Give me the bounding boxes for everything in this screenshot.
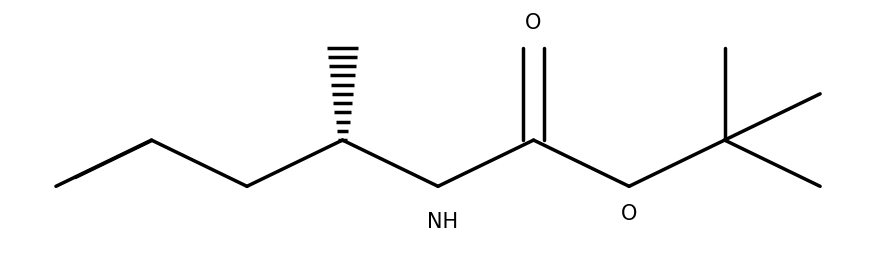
Text: O: O: [621, 204, 637, 224]
Text: O: O: [525, 13, 542, 33]
Text: NH: NH: [427, 212, 458, 232]
